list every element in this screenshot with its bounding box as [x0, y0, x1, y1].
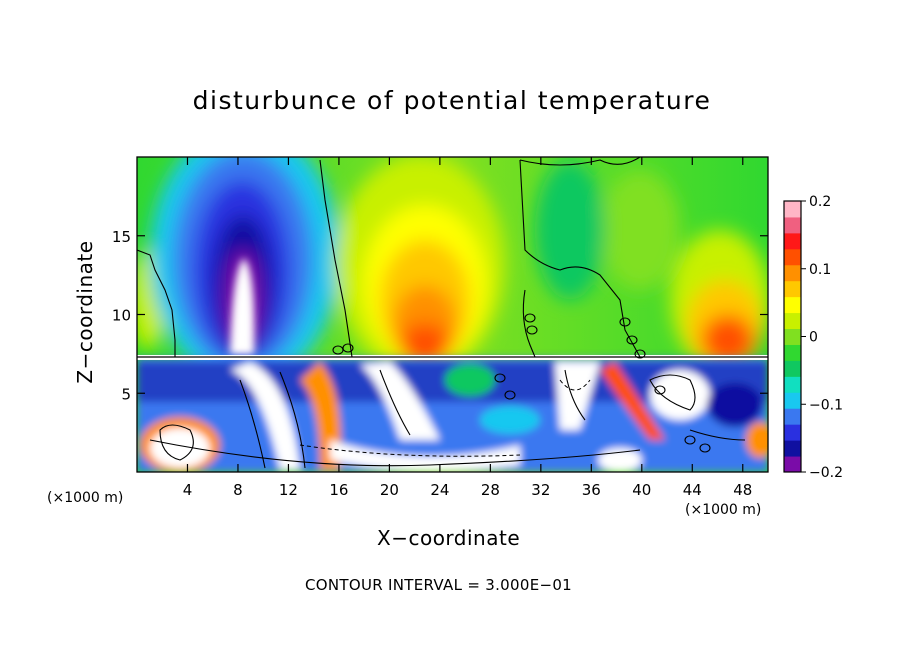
- colorbar-segment: [784, 216, 801, 234]
- colorbar-tick-label: 0.2: [809, 194, 831, 210]
- x-tick-label: 12: [279, 481, 298, 499]
- x-tick-label: 48: [733, 481, 752, 499]
- colorbar-segment: [784, 376, 801, 393]
- colorbar-segment: [784, 424, 801, 441]
- colorbar-segment: [784, 456, 801, 473]
- x-unit-label-left: (×1000 m): [47, 490, 124, 506]
- colorbar-segment: [784, 232, 801, 250]
- chart-title: disturbunce of potential temperature: [192, 86, 712, 115]
- colorbar-segment: [784, 280, 801, 298]
- colorbar-segment: [784, 264, 801, 282]
- heatmap-field: [137, 157, 768, 472]
- x-tick-label: 4: [183, 481, 193, 499]
- x-tick-label: 28: [481, 481, 500, 499]
- x-tick-label: 36: [582, 481, 601, 499]
- colorbar-segment: [784, 392, 801, 409]
- colorbar-segment: [784, 408, 801, 425]
- y-tick-label: 10: [112, 307, 131, 325]
- x-tick-label: 8: [233, 481, 243, 499]
- contour-interval: CONTOUR INTERVAL = 3.000E−01: [305, 576, 573, 594]
- colorbar-segment: [784, 201, 801, 218]
- x-tick-label: 24: [430, 481, 449, 499]
- colorbar-tick-label: 0: [809, 330, 818, 346]
- colorbar-tick-label: −0.1: [809, 397, 843, 413]
- colorbar-segment: [784, 328, 801, 345]
- x-tick-label: 40: [632, 481, 651, 499]
- colorbar-segment: [784, 296, 801, 314]
- x-unit-label-right: (×1000 m): [685, 502, 762, 518]
- y-axis-label: Z−coordinate: [73, 240, 97, 384]
- x-tick-label: 32: [531, 481, 550, 499]
- y-tick-label: 5: [121, 385, 131, 403]
- x-tick-label: 16: [329, 481, 348, 499]
- colorbar-segment: [784, 248, 801, 266]
- colorbar-segment: [784, 440, 801, 457]
- x-tick-label: 44: [683, 481, 702, 499]
- x-axis-label: X−coordinate: [377, 526, 521, 550]
- y-tick-label: 15: [112, 228, 131, 246]
- colorbar-tick-label: 0.1: [809, 262, 831, 278]
- x-tick-label: 20: [380, 481, 399, 499]
- colorbar: 0.2 0.1 0 −0.1 −0.2: [783, 194, 843, 481]
- colorbar-segment: [784, 344, 801, 361]
- colorbar-tick-label: −0.2: [809, 465, 843, 481]
- colorbar-segment: [784, 312, 801, 330]
- colorbar-segment: [784, 360, 801, 377]
